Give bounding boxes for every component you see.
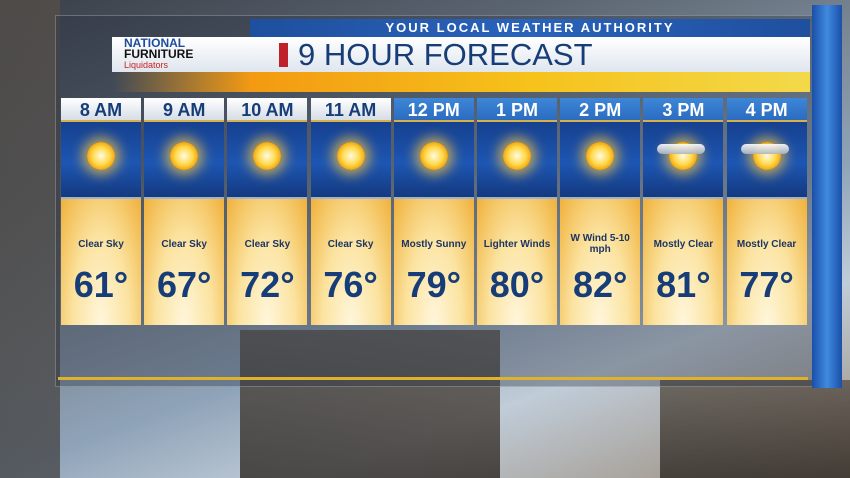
sponsor-line3: Liquidators (124, 60, 169, 70)
temperature: 81° (656, 264, 711, 305)
background-building (0, 0, 60, 478)
time-label: 1 PM (477, 98, 557, 122)
condition-text: Mostly Clear (736, 238, 797, 250)
forecast-column: 10 AM Clear Sky 72° (227, 98, 308, 327)
page-title: 9 HOUR FORECAST (298, 37, 593, 72)
sun-icon (503, 142, 531, 170)
condition-text: Mostly Sunny (401, 238, 467, 250)
condition-text: Mostly Clear (653, 238, 714, 250)
condition-text: Clear Sky (244, 238, 291, 250)
side-accent (812, 5, 842, 388)
forecast-column: 3 PM Mostly Clear 81° (643, 98, 724, 327)
condition-panel: W Wind 5-10 mph 82° (560, 199, 641, 325)
sky-panel (227, 122, 308, 199)
condition-panel: Clear Sky 72° (227, 199, 308, 325)
sky-panel (61, 122, 141, 199)
cloud-icon (740, 144, 789, 154)
sky-panel (310, 122, 391, 199)
temperature: 77° (739, 264, 794, 305)
condition-text: Clear Sky (327, 238, 374, 250)
time-label: 8 AM (61, 98, 141, 122)
condition-panel: Lighter Winds 80° (477, 199, 557, 325)
condition-panel: Mostly Sunny 79° (393, 199, 474, 325)
forecast-column: 11 AM Clear Sky 76° (310, 98, 391, 327)
time-label: 3 PM (643, 98, 724, 122)
cloud-icon (657, 144, 706, 154)
forecast-column: 12 PM Mostly Sunny 79° (393, 98, 474, 327)
temperature: 61° (73, 264, 129, 305)
condition-panel: Mostly Clear 81° (643, 199, 724, 325)
forecast-column: 2 PM W Wind 5-10 mph 82° (560, 98, 641, 327)
tagline: YOUR LOCAL WEATHER AUTHORITY (250, 19, 810, 37)
condition-panel: Clear Sky 76° (310, 199, 391, 325)
sponsor-line1: NATIONAL (124, 36, 186, 50)
temperature: 82° (572, 264, 628, 305)
condition-text: Clear Sky (161, 238, 207, 250)
time-label: 4 PM (726, 98, 807, 122)
time-label: 11 AM (310, 98, 391, 122)
condition-text: W Wind 5-10 mph (570, 233, 630, 255)
temperature: 72° (240, 264, 295, 305)
time-label: 2 PM (560, 98, 641, 122)
forecast-column: 9 AM Clear Sky 67° (144, 98, 225, 327)
orange-bar (112, 72, 810, 92)
sun-icon (170, 142, 199, 170)
sponsor-logo: NATIONAL FURNITURE Liquidators (124, 36, 224, 72)
forecast-column: 8 AM Clear Sky 61° (61, 98, 141, 327)
sponsor-line2: FURNITURE (124, 47, 194, 61)
sun-icon (336, 142, 365, 170)
background-building (240, 330, 500, 478)
condition-text: Lighter Winds (483, 238, 551, 250)
condition-panel: Clear Sky 61° (61, 199, 141, 325)
sun-icon (87, 142, 115, 170)
gold-divider (58, 377, 808, 380)
title-accent (279, 43, 288, 67)
temperature: 67° (156, 264, 212, 305)
sky-panel (726, 122, 807, 199)
background-building (660, 380, 850, 478)
sun-icon (586, 142, 615, 170)
sun-icon (419, 142, 448, 170)
sky-panel (477, 122, 557, 199)
time-label: 12 PM (393, 98, 474, 122)
sky-panel (560, 122, 641, 199)
time-label: 9 AM (144, 98, 225, 122)
title-bar (112, 37, 810, 72)
sky-panel (393, 122, 474, 199)
forecast-column: 4 PM Mostly Clear 77° (726, 98, 807, 327)
time-label: 10 AM (227, 98, 308, 122)
condition-panel: Mostly Clear 77° (726, 199, 807, 325)
temperature: 80° (489, 264, 545, 305)
condition-panel: Clear Sky 67° (144, 199, 225, 325)
sky-panel (643, 122, 724, 199)
temperature: 79° (406, 264, 462, 305)
forecast-column: 1 PM Lighter Winds 80° (477, 98, 557, 327)
condition-text: Clear Sky (78, 238, 124, 250)
sky-panel (144, 122, 225, 199)
sun-icon (253, 142, 282, 170)
temperature: 76° (323, 264, 378, 305)
